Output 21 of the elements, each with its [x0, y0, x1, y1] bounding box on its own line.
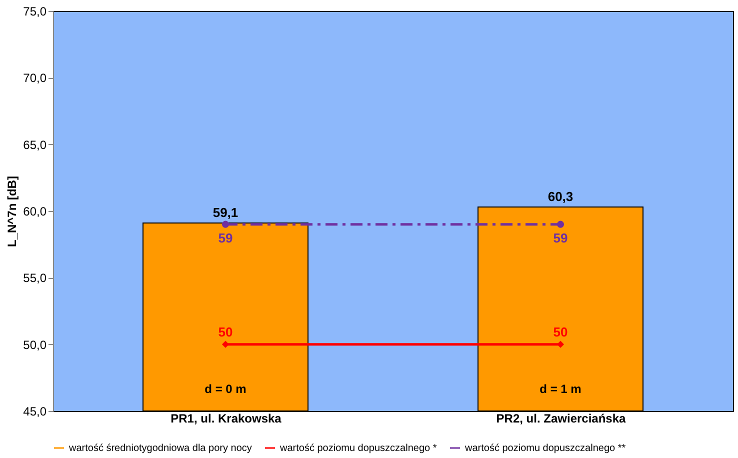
legend-label: wartość średniotygodniowa dla pory nocy: [68, 443, 252, 454]
data-label: 59,1: [212, 205, 238, 220]
y-tick-label: 45,0: [23, 404, 47, 418]
y-tick-label: 60,0: [23, 204, 47, 218]
legend-label: wartość poziomu dopuszczalnego **: [464, 443, 626, 454]
x-tick-label: PR1, ul. Krakowska: [170, 412, 282, 426]
y-tick-label: 75,0: [23, 4, 47, 18]
data-label: 60,3: [548, 189, 574, 204]
data-label: 59: [553, 230, 568, 246]
annotation: d = 1 m: [540, 382, 582, 396]
y-tick-label: 65,0: [23, 138, 47, 152]
data-label: 50: [553, 324, 568, 340]
legend-label: wartość poziomu dopuszczalnego *: [279, 443, 437, 454]
y-tick-label: 50,0: [23, 338, 47, 352]
y-tick-label: 55,0: [23, 271, 47, 286]
annotation: d = 0 m: [204, 382, 246, 396]
x-tick-label: PR2, ul. Zawierciańska: [496, 412, 626, 426]
data-label: 59: [218, 230, 233, 246]
y-tick-label: 70,0: [23, 71, 47, 86]
y-axis-title: L_N^7n [dB]: [5, 176, 20, 248]
data-label: 50: [218, 324, 233, 340]
